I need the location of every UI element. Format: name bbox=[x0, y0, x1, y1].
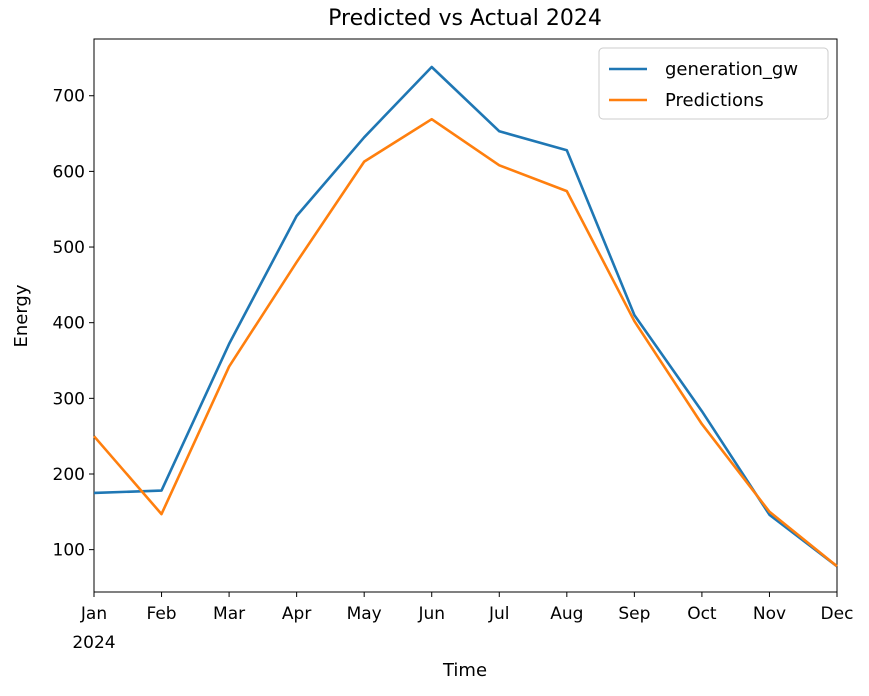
x-sublabel: 2024 bbox=[72, 633, 115, 653]
x-tick-label: Feb bbox=[146, 604, 176, 624]
y-tick-label: 300 bbox=[53, 389, 85, 409]
series-line-generation-gw bbox=[93, 65, 838, 568]
series-lines bbox=[93, 65, 838, 568]
y-tick-label: 100 bbox=[53, 541, 85, 561]
y-tick-label: 200 bbox=[53, 465, 85, 485]
y-tick-label: 600 bbox=[53, 162, 85, 182]
x-tick-label: Apr bbox=[282, 604, 311, 624]
legend-box bbox=[598, 47, 829, 120]
x-tick-label: Nov bbox=[753, 604, 786, 624]
x-tick-label: Jul bbox=[488, 604, 510, 624]
x-tick-label: Aug bbox=[550, 604, 583, 624]
chart-title: Predicted vs Actual 2024 bbox=[328, 6, 602, 31]
legend-label: generation_gw bbox=[665, 59, 798, 80]
y-tick-label: 500 bbox=[53, 238, 85, 258]
y-axis-title: Energy bbox=[11, 284, 32, 347]
x-tick-label: Dec bbox=[821, 604, 854, 624]
x-axis: Jan Feb Mar Apr May Jun Jul Aug Sep Oct Nov Dec bbox=[80, 592, 854, 624]
series-line-predictions bbox=[93, 117, 838, 568]
plot-frame bbox=[93, 38, 838, 593]
x-tick-label: Jun bbox=[417, 604, 445, 624]
x-tick-label: Sep bbox=[618, 604, 650, 624]
legend: generation_gw Predictions bbox=[598, 47, 829, 120]
plot-area bbox=[93, 38, 838, 593]
x-tick-label: Oct bbox=[687, 604, 717, 624]
y-tick-label: 700 bbox=[53, 87, 85, 107]
y-axis: 100 200 300 400 500 600 700 bbox=[53, 87, 94, 561]
x-axis-title: Time bbox=[442, 660, 487, 681]
x-tick-label: May bbox=[347, 604, 382, 624]
y-tick-label: 400 bbox=[53, 314, 85, 334]
x-tick-label: Mar bbox=[213, 604, 245, 624]
x-tick-label: Jan bbox=[80, 604, 107, 624]
legend-label: Predictions bbox=[665, 90, 764, 111]
